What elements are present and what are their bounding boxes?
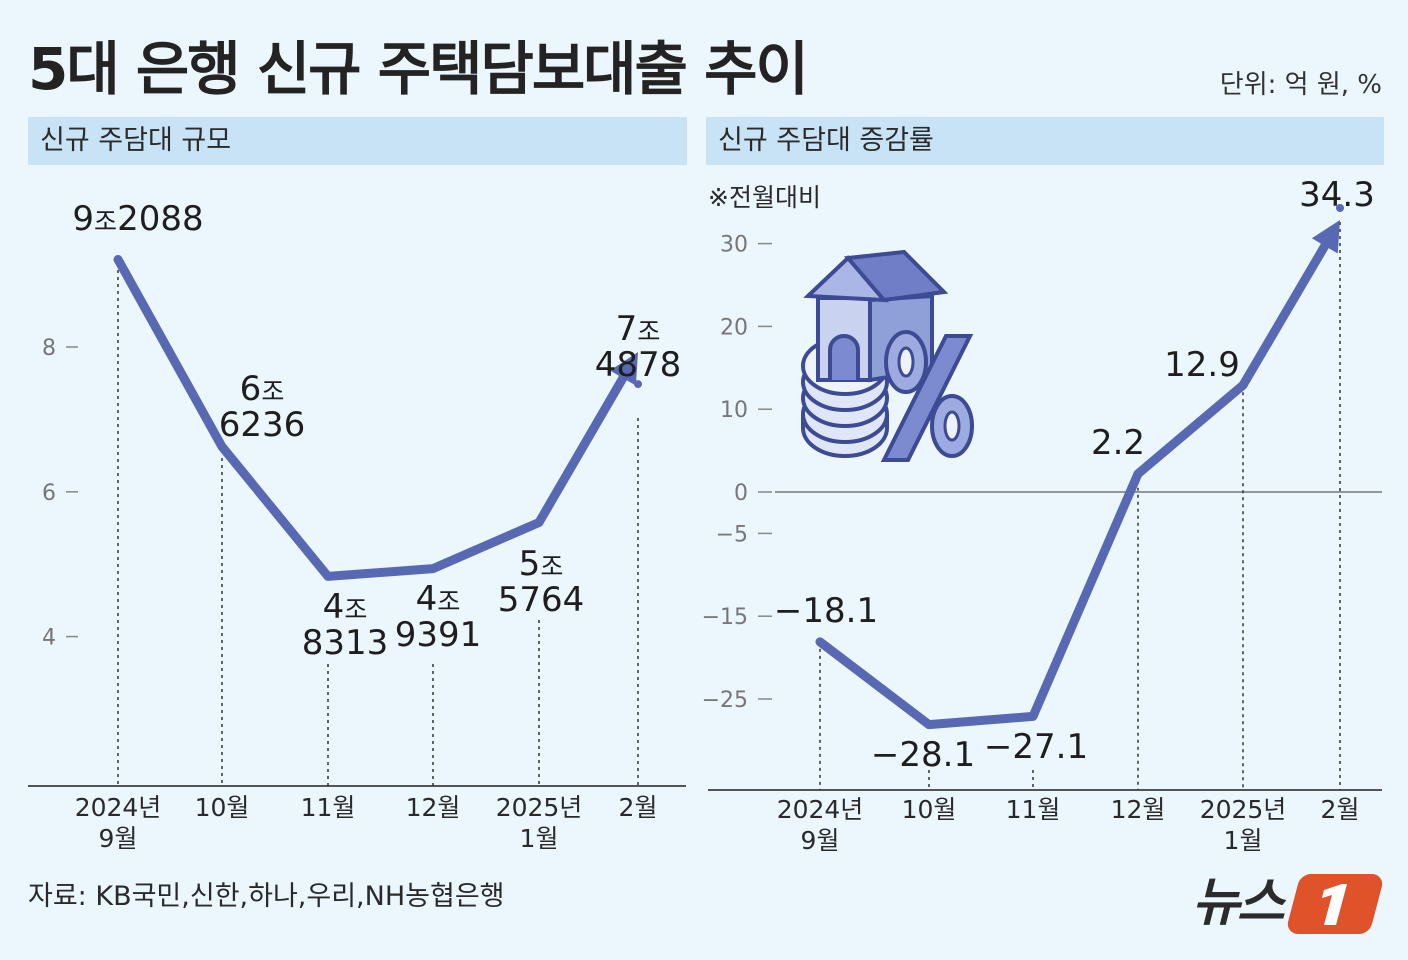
right-data-label: −18.1 (774, 591, 878, 631)
left-series-arrow (609, 352, 638, 386)
left-data-label: 5조 (519, 544, 564, 584)
right-category-label: 11월 (1006, 795, 1061, 824)
right-data-label: 34.3 (1299, 175, 1375, 215)
left-data-label: 9조2088 (72, 199, 203, 239)
right-y-tick-label: 30 (720, 233, 748, 258)
left-data-label: 5764 (498, 580, 585, 620)
right-y-tick-label: 0 (734, 481, 748, 506)
house-percent-icon (801, 249, 974, 462)
right-y-tick-label: −15 (702, 605, 748, 630)
left-data-label: 7조 (616, 309, 661, 349)
right-y-tick-label: −5 (716, 522, 748, 547)
right-category-label: 2월 (1321, 795, 1360, 824)
left-data-label: 6236 (219, 405, 306, 445)
left-data-point (218, 442, 226, 451)
right-category-label: 2024년 (777, 795, 864, 824)
right-category-label: 12월 (1111, 795, 1166, 824)
left-category-label: 2024년 (75, 793, 162, 822)
right-data-point (1134, 469, 1142, 478)
news1-logo: 뉴스 (1190, 860, 1390, 938)
left-data-point (114, 255, 122, 264)
right-category-label: 9월 (801, 826, 840, 855)
unit-label: 단위: 억 원, % (1219, 70, 1382, 100)
right-y-tick-label: −25 (702, 688, 748, 713)
right-data-point (816, 637, 824, 646)
right-data-label: −28.1 (871, 735, 975, 775)
page-title: 5대 은행 신규 주택담보대출 추이 (28, 35, 809, 103)
right-y-tick-label: 10 (720, 398, 748, 423)
left-category-label: 2월 (619, 793, 658, 822)
left-data-label: 8313 (302, 623, 389, 663)
right-data-point (1239, 381, 1247, 390)
right-category-label: 10월 (902, 795, 957, 824)
source-note: 자료: KB국민,신한,하나,우리,NH농협은행 (28, 881, 505, 912)
left-category-label: 9월 (99, 824, 138, 853)
left-category-label: 12월 (406, 793, 461, 822)
left-series-line (113, 254, 631, 581)
right-data-point (925, 720, 933, 729)
left-data-label: 9391 (395, 615, 482, 655)
left-category-label: 2025년 (496, 793, 583, 822)
right-chart-note: ※전월대비 (708, 183, 821, 212)
left-y-tick-label: 6 (42, 481, 56, 506)
left-data-point (634, 380, 642, 389)
right-category-label: 2025년 (1200, 795, 1287, 824)
left-panel-header: 신규 주담대 규모 (28, 117, 687, 165)
svg-text:뉴스: 뉴스 (1192, 873, 1287, 933)
left-category-label: 11월 (301, 793, 356, 822)
left-data-label: 4조 (416, 579, 461, 619)
right-category-label: 1월 (1224, 826, 1263, 855)
left-data-label: 4조 (323, 587, 368, 627)
right-data-label: 2.2 (1091, 423, 1145, 463)
left-data-label: 4878 (595, 345, 682, 385)
right-series-arrow (1311, 219, 1340, 254)
left-y-tick-label: 8 (42, 336, 56, 361)
left-data-point (324, 572, 332, 581)
right-data-point (1336, 203, 1344, 212)
left-category-label: 1월 (520, 824, 559, 853)
left-category-label: 10월 (195, 793, 250, 822)
left-data-label: 6조 (240, 369, 285, 409)
right-chart: ※전월대비 30 20 10 0 −5 −15 −25 −18.1 −28.1 −27.1 2.2 12… (702, 175, 1382, 855)
right-panel-header: 신규 주담대 증감률 (706, 117, 1384, 165)
right-data-point (1029, 712, 1037, 721)
right-y-tick-label: 20 (720, 315, 748, 340)
left-data-point (429, 564, 437, 573)
left-y-tick-label: 4 (42, 626, 56, 651)
right-data-label: −27.1 (984, 727, 1088, 767)
left-data-point (535, 518, 543, 527)
right-series-line (815, 236, 1333, 730)
left-chart: 4689조20886조62364조83134조93915조57647조48782… (28, 199, 686, 853)
right-data-label: 12.9 (1164, 345, 1240, 385)
